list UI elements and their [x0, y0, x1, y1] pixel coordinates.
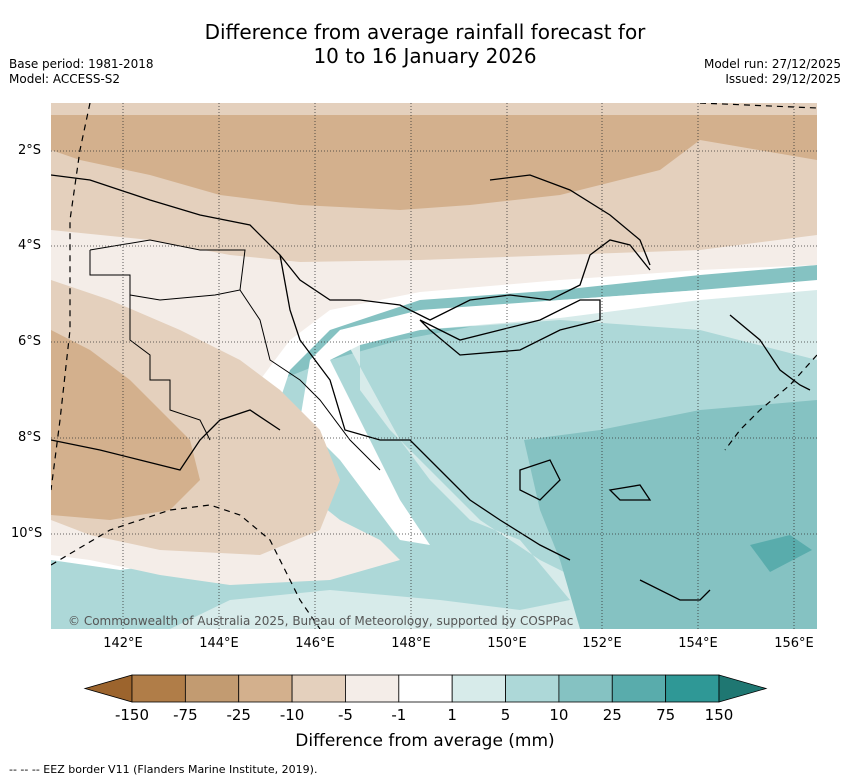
band-minus10-minus25-south: [51, 330, 200, 520]
province-borders: [89, 239, 381, 471]
colorbar-bin: [345, 674, 400, 703]
lon-label-156e: 156°E: [774, 636, 814, 651]
map-title-line1: Difference from average rainfall forecas…: [204, 20, 646, 44]
colorbar-tick-label: 150: [704, 706, 734, 724]
lon-label-142e: 142°E: [103, 636, 143, 651]
colorbar-bin: [505, 674, 560, 703]
eez-borders: [51, 103, 817, 629]
copyright-credit: © Commonwealth of Australia 2025, Bureau…: [68, 614, 574, 628]
lat-label-2s: 2°S: [18, 143, 42, 158]
coast-island-mid: [519, 459, 561, 501]
band-25-75: [750, 535, 812, 572]
colorbar-tick-label: 5: [500, 706, 511, 724]
colorbar-bin: [451, 674, 506, 703]
coast-new-britain: [489, 174, 651, 266]
colorbar-bin: [398, 674, 453, 703]
coast-new-guinea-north: [51, 174, 651, 321]
coast-island-east: [608, 484, 652, 501]
colorbar-bin: [131, 674, 186, 703]
lon-label-152e: 152°E: [582, 636, 622, 651]
eez-west: [51, 103, 91, 491]
colorbar-bin: [611, 674, 667, 703]
colorbar-bin: [238, 674, 293, 703]
province-border-north: [89, 250, 131, 295]
colorbar-tick-label: 1: [447, 706, 457, 724]
lat-label-10s: 10°S: [11, 526, 43, 541]
coast-island-southeast: [639, 579, 711, 601]
colorbar: [83, 674, 768, 703]
colorbar-bin: [665, 674, 720, 703]
lat-label-6s: 6°S: [18, 334, 42, 349]
map-title: Difference from average rainfall forecas…: [0, 20, 850, 68]
eez-south: [51, 504, 321, 629]
map-title-line2: 10 to 16 January 2026: [313, 44, 537, 68]
colorbar-extend-low: [83, 674, 133, 703]
eez-footnote: -- -- -- EEZ border V11 (Flanders Marine…: [9, 763, 318, 776]
coast-peninsula: [279, 254, 571, 561]
eez-east: [724, 354, 817, 451]
base-period: Base period: 1981-2018: [9, 57, 154, 71]
colorbar-bin: [184, 674, 240, 703]
colorbar-tick-label: 25: [602, 706, 622, 724]
model-run: Model run: 27/12/2025: [703, 57, 841, 71]
band-1-5: [51, 285, 817, 629]
meta-right: Model run: 27/12/2025 Issued: 29/12/2025: [704, 57, 841, 87]
meta-left: Base period: 1981-2018 Model: ACCESS-S2: [9, 57, 154, 87]
colorbar-tick-label: -75: [173, 706, 198, 724]
province-border-central: [239, 289, 381, 471]
coast-bougainville: [729, 314, 811, 391]
lon-label-144e: 144°E: [199, 636, 239, 651]
colorbar-tick-label: -150: [114, 706, 150, 724]
band-minus10-minus25-north: [51, 103, 817, 210]
band-10-25: [524, 400, 817, 629]
colorbar-bin: [558, 674, 613, 703]
lat-label-4s: 4°S: [18, 238, 42, 253]
lon-label-150e: 150°E: [487, 636, 527, 651]
coast-new-ireland: [419, 299, 601, 356]
colorbar-tick-label: 75: [656, 706, 676, 724]
eez-north: [699, 103, 817, 109]
coastlines: [51, 174, 811, 601]
rainfall-anomaly-field: [51, 103, 817, 629]
colorbar-tick-label: -25: [226, 706, 251, 724]
lon-label-154e: 154°E: [678, 636, 718, 651]
colorbar-label: Difference from average (mm): [295, 731, 555, 751]
graticule: [51, 103, 817, 629]
colorbar-tick-label: -1: [391, 706, 407, 724]
colorbar-bin: [291, 674, 346, 703]
colorbar-tick-label: -5: [337, 706, 353, 724]
lat-label-8s: 8°S: [18, 430, 42, 445]
band-top-edge: [51, 103, 817, 115]
coast-gulf-papua: [51, 409, 281, 471]
colorbar-tick-label: -10: [279, 706, 305, 724]
model-name: Model: ACCESS-S2: [9, 72, 121, 86]
lon-label-148e: 148°E: [391, 636, 431, 651]
colorbar-extend-high: [718, 674, 768, 703]
lon-label-146e: 146°E: [295, 636, 335, 651]
issued-date: Issued: 29/12/2025: [725, 72, 841, 86]
colorbar-tick-label: 10: [549, 706, 569, 724]
